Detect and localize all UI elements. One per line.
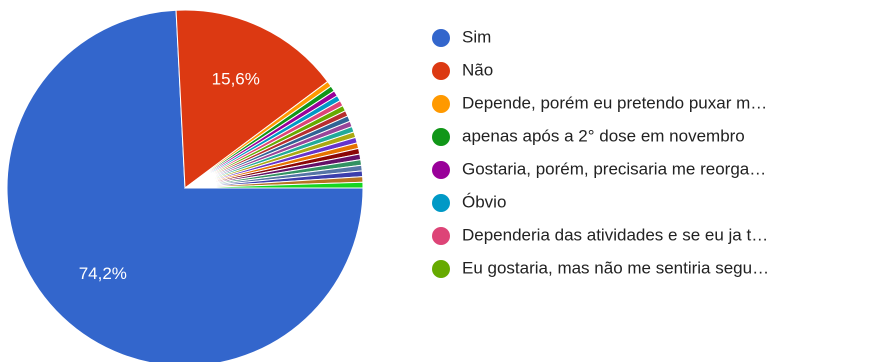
- pie-slice: [6, 9, 364, 362]
- legend-marker: [432, 29, 450, 47]
- legend-label: Não: [462, 60, 493, 79]
- legend-label: Eu gostaria, mas não me sentiria segu…: [462, 258, 769, 277]
- legend-marker: [432, 62, 450, 80]
- legend-label: Sim: [462, 27, 491, 46]
- legend-label: Depende, porém eu pretendo puxar m…: [462, 93, 767, 112]
- legend-label: Dependeria das atividades e se eu ja t…: [462, 225, 768, 244]
- legend-marker: [432, 260, 450, 278]
- legend-marker: [432, 227, 450, 245]
- legend-marker: [432, 194, 450, 212]
- pie-slice: [175, 9, 329, 189]
- legend-label: Óbvio: [462, 192, 506, 211]
- legend-marker: [432, 95, 450, 113]
- pie-slice: [184, 181, 364, 189]
- legend-marker: [432, 161, 450, 179]
- legend-marker: [432, 128, 450, 146]
- slice-label: 74,2%: [79, 264, 127, 283]
- legend-label: apenas após a 2° dose em novembro: [462, 126, 745, 145]
- slice-label: 15,6%: [212, 70, 260, 89]
- legend-label: Gostaria, porém, precisaria me reorga…: [462, 159, 766, 178]
